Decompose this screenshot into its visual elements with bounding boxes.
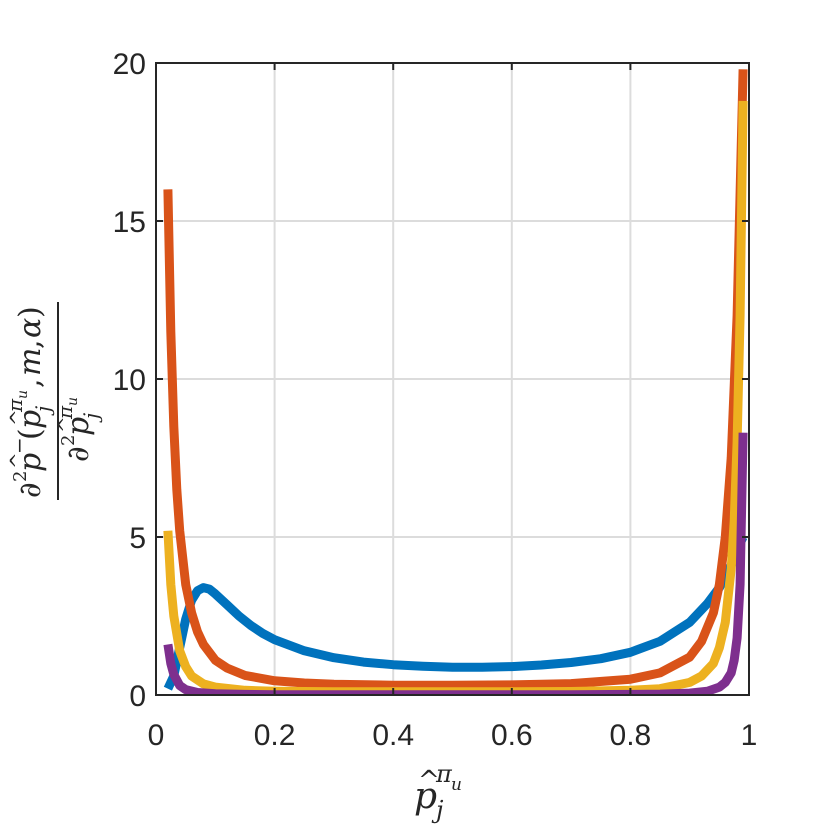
x-tick-label: 0 (148, 719, 165, 752)
svg-text:u: u (65, 397, 81, 406)
svg-text:π: π (3, 398, 27, 413)
svg-text:p: p (414, 776, 437, 817)
svg-text:j: j (31, 406, 55, 416)
svg-text:p: p (13, 453, 48, 472)
svg-text:^: ^ (5, 409, 29, 426)
y-tick-label: 20 (113, 48, 146, 81)
y-tick-label: 15 (113, 206, 146, 239)
svg-text:π: π (53, 405, 77, 420)
y-axis-ticks: 0 5 10 15 20 (113, 48, 749, 713)
svg-text:^: ^ (418, 766, 440, 796)
y-tick-label: 10 (113, 364, 146, 397)
x-tick-label: 0.2 (254, 719, 296, 752)
svg-text:π: π (435, 760, 453, 788)
svg-text:2: 2 (10, 471, 31, 482)
svg-text:u: u (451, 775, 462, 795)
y-tick-label: 5 (129, 522, 146, 555)
x-tick-label: 0.4 (372, 719, 414, 752)
y-axis-label: ∂ 2 p ^ − ( p ^ j π u , m , α ) ∂ 2 p ^ … (3, 302, 103, 500)
svg-text:^: ^ (5, 452, 29, 469)
series-line-1 (163, 535, 748, 691)
x-tick-label: 0.6 (491, 719, 533, 752)
x-tick-label: 1 (741, 719, 758, 752)
y-tick-label: 0 (129, 680, 146, 713)
svg-text:p: p (13, 410, 48, 429)
svg-text:,: , (13, 378, 48, 388)
svg-text:α: α (13, 318, 48, 338)
svg-text:m: m (13, 348, 48, 376)
svg-text:^: ^ (53, 416, 77, 433)
svg-text:(: ( (13, 428, 48, 440)
svg-text:u: u (15, 390, 31, 399)
svg-text:p: p (61, 417, 96, 436)
x-axis-ticks: 0 0.2 0.4 0.6 0.8 1 (148, 63, 758, 752)
svg-text:∂: ∂ (61, 446, 96, 462)
series-line-2 (163, 69, 748, 690)
x-axis-label: p ^ j π u (414, 760, 462, 824)
grid-lines (156, 63, 749, 695)
svg-text:j: j (79, 413, 103, 423)
svg-text:2: 2 (58, 435, 79, 446)
x-tick-label: 0.8 (610, 719, 652, 752)
svg-text:): ) (13, 306, 48, 318)
svg-text:∂: ∂ (13, 482, 48, 498)
svg-text:,: , (13, 339, 48, 349)
svg-text:−: − (7, 437, 31, 454)
